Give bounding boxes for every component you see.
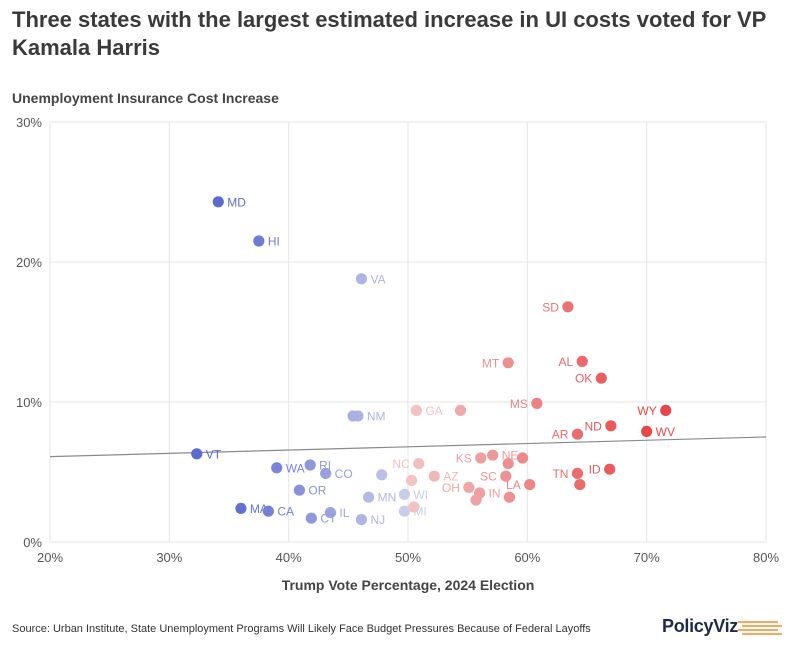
data-label-al: AL <box>559 355 574 369</box>
data-point-unlabeled <box>405 474 418 486</box>
source-note: Source: Urban Institute, State Unemploym… <box>12 623 591 635</box>
y-tick-label: 10% <box>16 395 42 410</box>
logo-lines-icon <box>738 621 782 635</box>
x-tick-label: 20% <box>37 550 63 565</box>
data-point-mn <box>363 491 375 503</box>
data-label-in: IN <box>489 487 501 501</box>
data-label-nm: NM <box>367 410 386 424</box>
y-tick-label: 0% <box>23 535 42 550</box>
x-tick-label: 50% <box>395 550 421 565</box>
data-label-co: CO <box>335 467 353 481</box>
data-label-la: LA <box>506 478 521 492</box>
trend-line <box>49 436 767 458</box>
x-axis-title: Trump Vote Percentage, 2024 Election <box>282 577 535 593</box>
x-tick-label: 30% <box>156 550 182 565</box>
x-tick-label: 60% <box>514 550 540 565</box>
data-point-unlabeled <box>408 501 420 513</box>
data-label-oh: OH <box>442 481 460 495</box>
data-label-nd: ND <box>585 419 603 433</box>
data-label-md: MD <box>227 195 246 209</box>
data-label-sc: SC <box>480 470 497 484</box>
data-point-mt <box>502 357 514 369</box>
y-tick-label: 20% <box>16 255 42 270</box>
x-tick-label: 70% <box>634 550 660 565</box>
data-label-or: OR <box>308 484 326 498</box>
data-point-unlabeled <box>454 404 467 416</box>
data-point-nd <box>605 420 617 432</box>
data-label-wv: WV <box>656 425 675 439</box>
data-point-va <box>355 273 368 285</box>
data-label-wi: WI <box>413 488 428 502</box>
data-point-al <box>576 355 588 367</box>
data-point-unlabeled <box>347 410 359 422</box>
data-label-sd: SD <box>542 300 559 314</box>
data-point-unlabeled <box>502 458 514 470</box>
data-point-unlabeled <box>516 452 529 464</box>
data-label-nc: NC <box>392 457 410 471</box>
data-label-ms: MS <box>510 397 528 411</box>
data-point-id <box>604 463 616 475</box>
data-point-wa <box>271 462 283 474</box>
data-point-il <box>324 506 337 519</box>
data-point-ct <box>305 512 317 524</box>
data-point-nc <box>413 458 425 470</box>
chart-title: Three states with the largest estimated … <box>12 7 766 60</box>
data-point-mi <box>398 505 411 517</box>
data-label-ar: AR <box>552 428 569 442</box>
y-tick-label: 30% <box>16 115 42 130</box>
data-point-la <box>524 479 536 491</box>
data-point-co <box>320 467 332 479</box>
data-label-ok: OK <box>575 372 592 386</box>
data-point-hi <box>253 235 265 247</box>
data-label-hi: HI <box>268 235 280 249</box>
data-label-vt: VT <box>206 447 222 461</box>
data-point-az <box>428 470 440 482</box>
brand-name: PolicyViz <box>662 616 739 636</box>
data-point-nj <box>355 514 368 526</box>
data-point-wv <box>641 425 653 437</box>
data-point-ri <box>304 459 316 471</box>
data-point-vt <box>191 448 203 460</box>
data-point-or <box>293 484 306 496</box>
data-label-tn: TN <box>552 467 568 481</box>
data-label-ga: GA <box>425 404 442 418</box>
data-label-wy: WY <box>637 404 656 418</box>
data-point-ms <box>531 397 543 409</box>
data-label-ct: CT <box>320 512 337 526</box>
y-axis-title: Unemployment Insurance Cost Increase <box>12 90 279 106</box>
brand-logo: PolicyViz <box>662 616 782 640</box>
data-label-va: VA <box>370 272 385 286</box>
data-label-mt: MT <box>482 356 500 370</box>
x-tick-label: 80% <box>753 550 779 565</box>
data-point-unlabeled <box>574 479 586 491</box>
data-point-unlabeled <box>376 469 388 481</box>
data-label-ks: KS <box>456 452 472 466</box>
data-label-nj: NJ <box>370 513 385 527</box>
data-point-ma <box>235 502 247 514</box>
data-point-oh <box>463 481 475 493</box>
data-label-az: AZ <box>443 470 458 484</box>
data-label-wa: WA <box>286 461 305 475</box>
data-label-il: IL <box>339 506 349 520</box>
data-point-wy <box>660 404 672 416</box>
data-point-sc <box>500 470 512 482</box>
data-point-tn <box>571 467 584 479</box>
data-point-ks <box>475 452 487 464</box>
data-point-unlabeled <box>503 491 516 503</box>
data-point-ne <box>487 449 499 461</box>
x-tick-label: 40% <box>276 550 302 565</box>
data-point-ok <box>595 372 607 384</box>
data-point-ar <box>571 428 584 440</box>
data-point-wi <box>398 488 411 500</box>
scatter-plot: 0% 10% 20% 30% 20% 30% 40% 50% 60% 70% 80% Trump Vo… <box>16 115 779 593</box>
data-point-ca <box>262 505 274 517</box>
data-point-md <box>212 196 224 208</box>
data-label-ca: CA <box>277 505 294 519</box>
data-point-sd <box>562 301 574 313</box>
data-label-id: ID <box>589 463 601 477</box>
data-point-unlabeled <box>470 494 482 506</box>
data-label-mn: MN <box>378 491 397 505</box>
data-point-ga <box>410 404 422 416</box>
